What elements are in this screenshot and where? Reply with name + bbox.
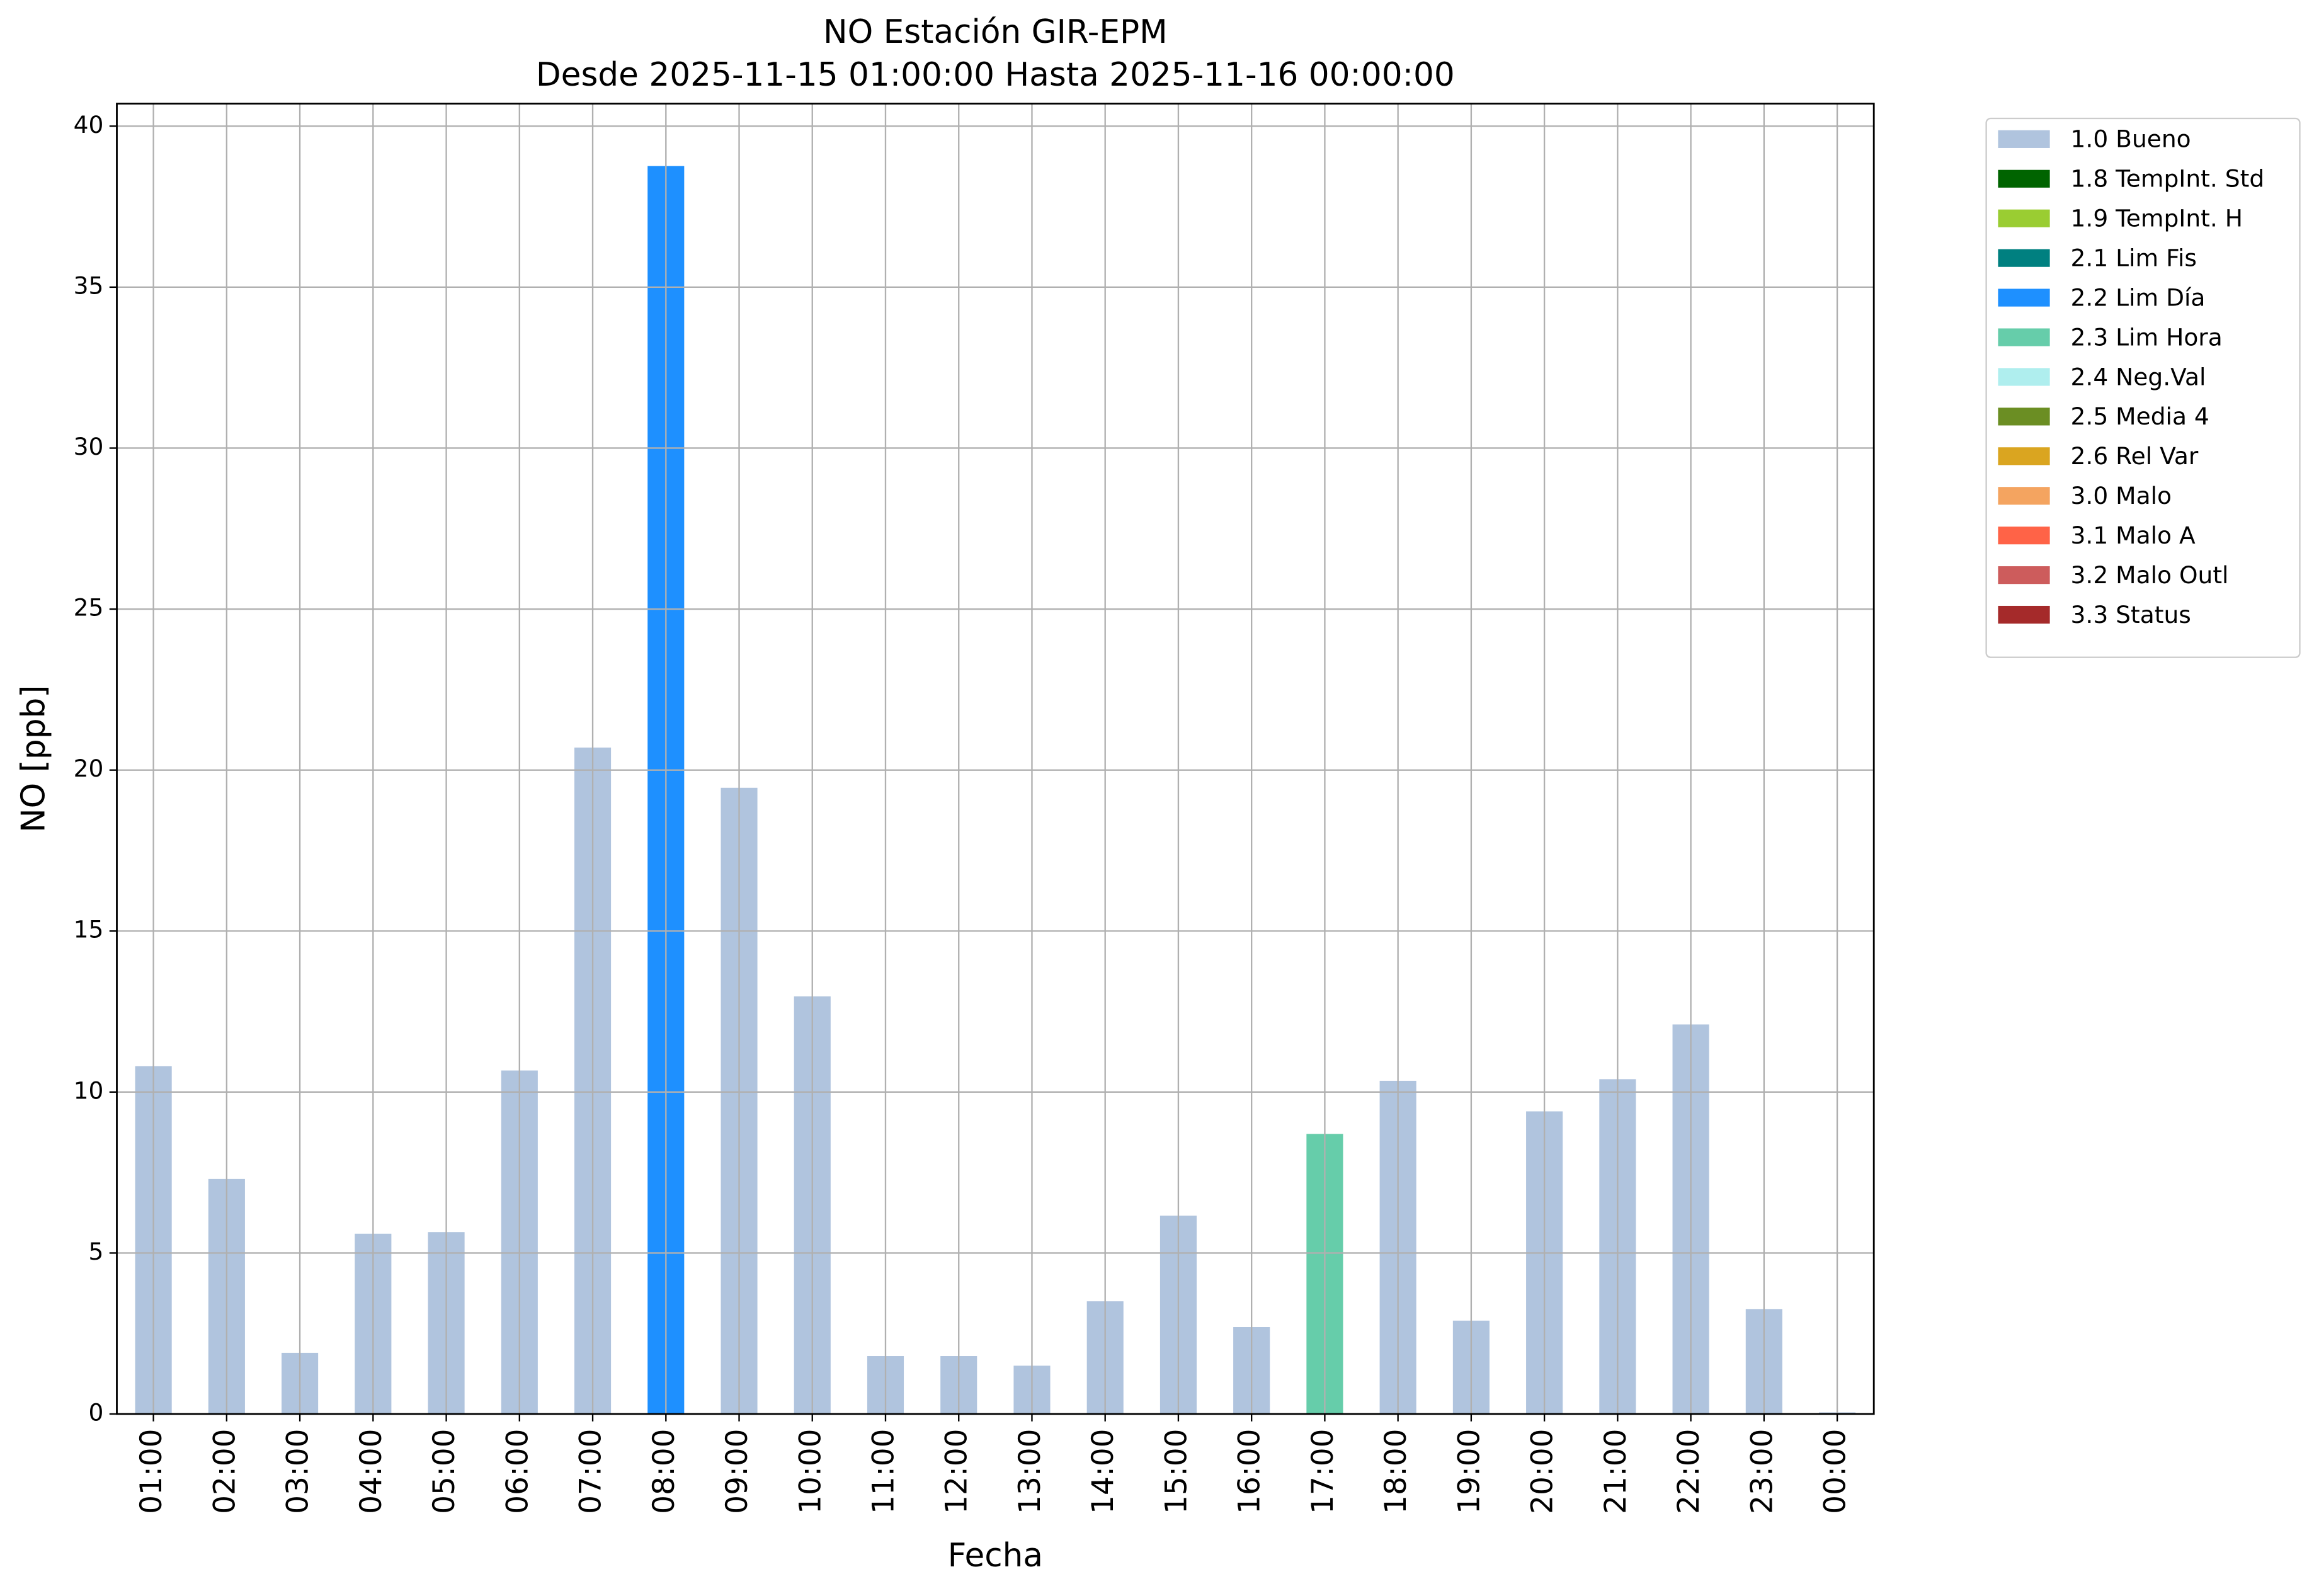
legend-label: 2.2 Lim Día bbox=[2071, 283, 2206, 311]
legend-swatch bbox=[1998, 169, 2050, 188]
x-tick-label: 19:00 bbox=[1452, 1429, 1486, 1514]
y-tick-label: 0 bbox=[88, 1399, 103, 1427]
x-tick-label: 01:00 bbox=[134, 1429, 169, 1514]
legend-swatch bbox=[1998, 605, 2050, 624]
legend-swatch bbox=[1998, 527, 2050, 545]
y-tick-label: 20 bbox=[74, 755, 104, 782]
legend-label: 2.4 Neg.Val bbox=[2071, 363, 2206, 390]
x-tick-label: 10:00 bbox=[793, 1429, 828, 1514]
x-tick-label: 22:00 bbox=[1672, 1429, 1706, 1514]
legend-label: 2.5 Media 4 bbox=[2071, 402, 2209, 430]
legend-swatch bbox=[1998, 408, 2050, 426]
legend-swatch bbox=[1998, 288, 2050, 307]
x-tick-label: 16:00 bbox=[1233, 1429, 1267, 1514]
y-axis-label: NO [ppb] bbox=[14, 685, 52, 833]
y-tick-label: 30 bbox=[74, 433, 104, 460]
legend-swatch bbox=[1998, 328, 2050, 346]
legend-label: 1.0 Bueno bbox=[2071, 125, 2191, 153]
plot-frame bbox=[116, 103, 1875, 1415]
x-tick-label: 14:00 bbox=[1086, 1429, 1120, 1514]
x-tick-label: 07:00 bbox=[574, 1429, 608, 1514]
x-tick-label: 23:00 bbox=[1745, 1429, 1779, 1514]
x-tick-label: 18:00 bbox=[1379, 1429, 1413, 1514]
legend-label: 3.1 Malo A bbox=[2071, 522, 2196, 549]
x-tick-label: 12:00 bbox=[940, 1429, 974, 1514]
legend-swatch bbox=[1998, 209, 2050, 227]
legend-label: 3.0 Malo bbox=[2071, 482, 2172, 510]
x-tick-label: 08:00 bbox=[647, 1429, 681, 1514]
legend-swatch bbox=[1998, 249, 2050, 267]
y-tick-label: 15 bbox=[74, 916, 104, 943]
x-tick-label: 05:00 bbox=[427, 1429, 462, 1514]
legend-label: 2.6 Rel Var bbox=[2071, 442, 2199, 470]
x-tick-label: 04:00 bbox=[354, 1429, 389, 1514]
legend-swatch bbox=[1998, 487, 2050, 505]
y-tick-label: 5 bbox=[88, 1238, 103, 1265]
x-tick-label: 03:00 bbox=[281, 1429, 316, 1514]
legend-swatch bbox=[1998, 447, 2050, 465]
legend-label: 3.3 Status bbox=[2071, 601, 2191, 629]
legend-label: 1.9 TempInt. H bbox=[2071, 205, 2243, 232]
legend-label: 2.1 Lim Fis bbox=[2071, 244, 2197, 272]
x-tick-label: 15:00 bbox=[1159, 1429, 1194, 1514]
x-tick-label: 06:00 bbox=[500, 1429, 535, 1514]
x-tick-label: 13:00 bbox=[1013, 1429, 1047, 1514]
y-tick-label: 10 bbox=[74, 1076, 104, 1104]
legend-swatch bbox=[1998, 566, 2050, 584]
y-tick-label: 40 bbox=[74, 111, 104, 139]
x-tick-label: 09:00 bbox=[720, 1429, 755, 1514]
x-tick-label: 02:00 bbox=[207, 1429, 242, 1514]
legend-label: 1.8 TempInt. Std bbox=[2071, 165, 2265, 193]
x-tick-label: 11:00 bbox=[866, 1429, 901, 1514]
legend-box bbox=[1985, 117, 2301, 658]
y-tick-label: 35 bbox=[74, 271, 104, 299]
legend-swatch bbox=[1998, 368, 2050, 386]
x-tick-label: 00:00 bbox=[1818, 1429, 1853, 1514]
x-tick-label: 20:00 bbox=[1525, 1429, 1560, 1514]
legend-swatch bbox=[1998, 130, 2050, 148]
chart-subtitle: Desde 2025-11-15 01:00:00 Hasta 2025-11-… bbox=[536, 56, 1455, 94]
x-tick-label: 21:00 bbox=[1598, 1429, 1633, 1514]
x-axis-label: Fecha bbox=[948, 1537, 1043, 1575]
y-tick-label: 25 bbox=[74, 594, 104, 622]
legend-label: 3.2 Malo Outl bbox=[2071, 561, 2229, 589]
legend-label: 2.3 Lim Hora bbox=[2071, 323, 2223, 351]
chart-title: NO Estación GIR-EPM bbox=[823, 13, 1168, 51]
x-tick-label: 17:00 bbox=[1306, 1429, 1340, 1514]
